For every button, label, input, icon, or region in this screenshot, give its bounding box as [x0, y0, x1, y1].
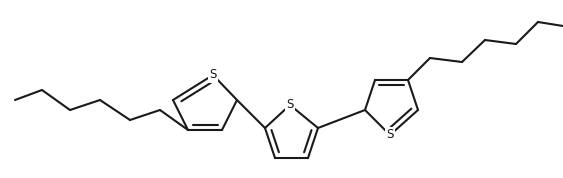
Text: S: S: [287, 98, 294, 111]
Text: S: S: [209, 69, 217, 82]
Text: S: S: [386, 129, 394, 142]
